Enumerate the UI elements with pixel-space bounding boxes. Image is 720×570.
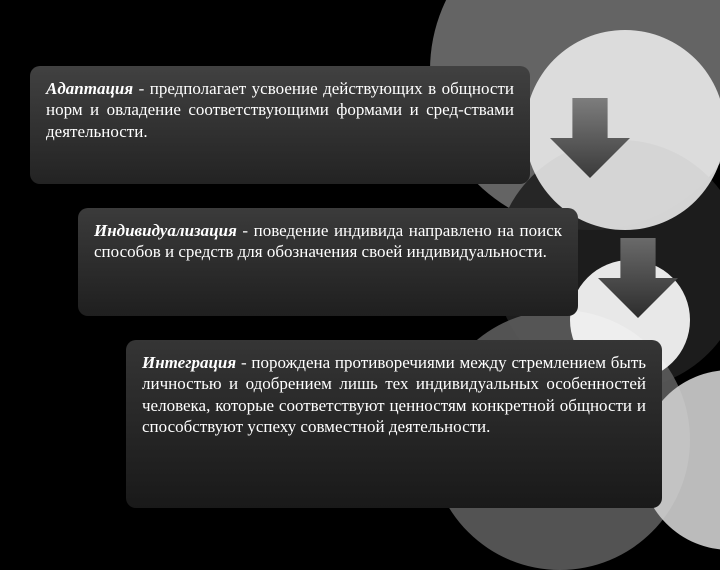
phase-term: Индивидуализация [94,221,237,240]
phase-block: Адаптация - предполагает усвоение действ… [30,66,530,184]
phase-term: Адаптация [46,79,133,98]
down-arrow-icon [550,98,630,178]
phase-term: Интеграция [142,353,236,372]
phase-block: Индивидуализация - поведение индивида на… [78,208,578,316]
phase-block: Интеграция - порождена противоречиями ме… [126,340,662,508]
down-arrow-icon [598,238,678,318]
